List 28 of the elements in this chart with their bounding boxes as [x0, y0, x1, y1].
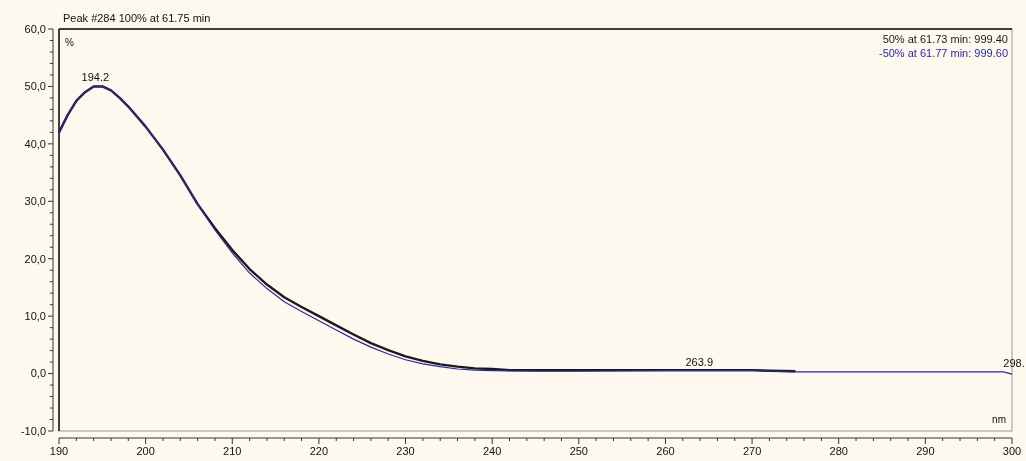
x-tick-label: 230 [396, 445, 415, 457]
x-tick-label: 250 [569, 445, 588, 457]
text: 50% at 61.73 min: 999.40 [882, 33, 1008, 45]
y-tick-label: 20,0 [24, 252, 46, 265]
x-tick-label: 200 [136, 445, 155, 457]
x-tick-label: 270 [742, 445, 762, 457]
annotation: 194.2 [81, 71, 110, 84]
y-tick-label: -10,0 [20, 424, 46, 437]
annotation: 298. [1003, 356, 1025, 369]
y-tick-label: 10,0 [24, 309, 46, 322]
x-tick-label: 300 [1002, 445, 1022, 457]
y-tick-label: 50,0 [24, 80, 46, 93]
x-axis-title: nm [992, 414, 1006, 425]
x-tick-label: 290 [916, 445, 935, 457]
chart-title: Peak #284 100% at 61.75 min [63, 12, 211, 24]
y-tick-label: 60,0 [24, 22, 46, 35]
x-tick-label: 210 [223, 445, 242, 457]
x-tick-label: 220 [309, 445, 329, 457]
x-tick-label: 240 [483, 445, 502, 457]
y-axis-title: % [65, 37, 74, 48]
x-tick-label: 190 [49, 445, 69, 457]
x-tick-label: 280 [829, 445, 848, 457]
y-tick-label: 30,0 [24, 195, 46, 208]
y-tick-label: 40,0 [24, 137, 46, 150]
y-tick-label: 0,0 [30, 367, 46, 380]
x-tick-label: 260 [656, 445, 675, 457]
annotation: 263.9 [685, 355, 714, 368]
text: -50% at 61.77 min: 999.60 [878, 47, 1008, 59]
